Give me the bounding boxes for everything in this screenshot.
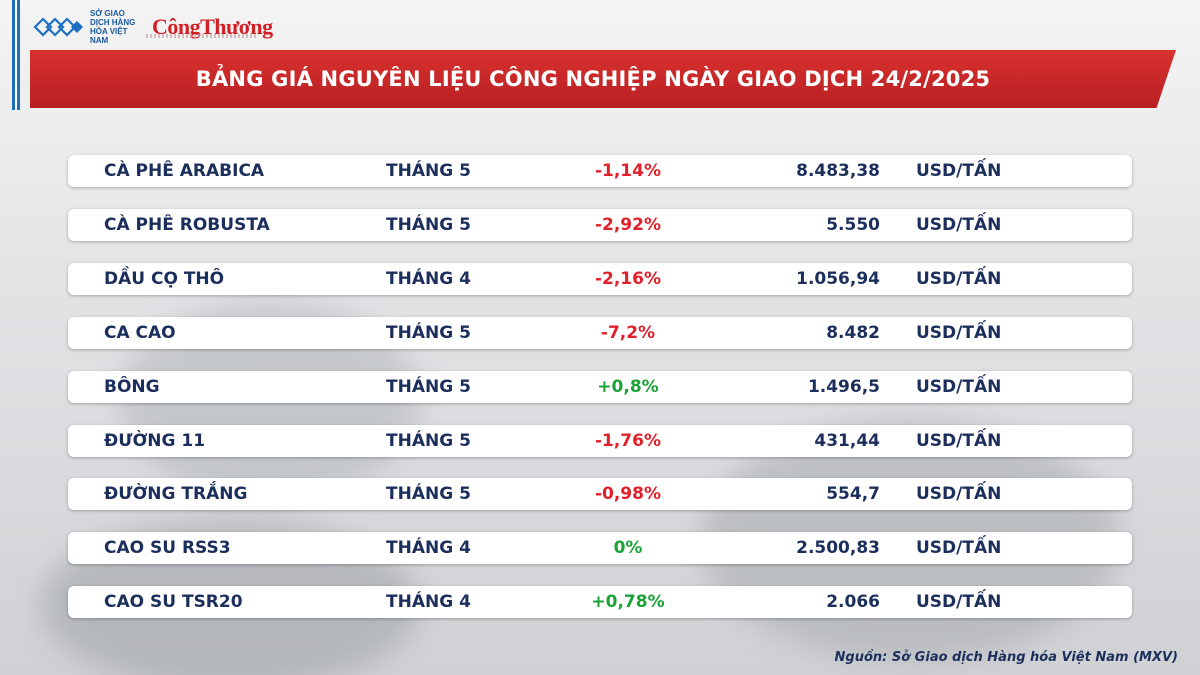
price-change: -7,2% <box>600 322 656 343</box>
commodity-name: CAO SU RSS3 <box>104 538 231 559</box>
contract-month: THÁNG 4 <box>386 538 471 559</box>
commodity-name: ĐƯỜNG TRẮNG <box>104 484 248 505</box>
table-row: CA CAO THÁNG 5 -7,2% 8.482 USD/TẤN <box>68 316 1132 349</box>
page-title: BẢNG GIÁ NGUYÊN LIỆU CÔNG NGHIỆP NGÀY GI… <box>195 67 991 91</box>
commodity-name: ĐƯỜNG 11 <box>104 430 206 451</box>
contract-month: THÁNG 5 <box>386 322 471 343</box>
table-row: ĐƯỜNG 11 THÁNG 5 -1,76% 431,44 USD/TẤN <box>68 424 1132 457</box>
contract-month: THÁNG 5 <box>386 430 471 451</box>
source-note: Nguồn: Sở Giao dịch Hàng hóa Việt Nam (M… <box>834 650 1178 665</box>
price-unit: USD/TẤN <box>916 322 1002 343</box>
price-change: +0,8% <box>597 376 659 397</box>
commodity-name: CÀ PHÊ ARABICA <box>104 161 265 181</box>
price-unit: USD/TẤN <box>916 592 1002 613</box>
mxv-logo-text: SỞ GIAO DỊCH HÀNG HÓA VIỆT NAM <box>90 9 136 45</box>
price-unit: USD/TẤN <box>916 161 1002 181</box>
price-value: 5.550 <box>826 214 880 235</box>
contract-month: THÁNG 5 <box>386 484 471 505</box>
table-row: BÔNG THÁNG 5 +0,8% 1.496,5 USD/TẤN <box>68 370 1132 403</box>
price-value: 8.482 <box>826 322 880 343</box>
price-change: -2,92% <box>594 214 662 235</box>
table-row: CÀ PHÊ ROBUSTA THÁNG 5 -2,92% 5.550 USD/TẤN <box>68 208 1132 241</box>
table-row: CÀ PHÊ ARABICA THÁNG 5 -1,14% 8.483,38 USD/T… <box>68 155 1132 187</box>
table-row: ĐƯỜNG TRẮNG THÁNG 5 -0,98% 554,7 USD/TẤN <box>68 478 1132 511</box>
price-change: +0,78% <box>591 592 665 613</box>
price-value: 554,7 <box>826 484 880 505</box>
price-unit: USD/TẤN <box>916 484 1002 505</box>
price-change: -1,76% <box>594 430 662 451</box>
logo-underline <box>146 34 256 38</box>
price-change: -0,98% <box>594 484 662 505</box>
price-unit: USD/TẤN <box>916 538 1002 559</box>
commodity-name: CÀ PHÊ ROBUSTA <box>104 214 270 235</box>
commodity-name: DẦU CỌ THÔ <box>104 268 225 289</box>
price-unit: USD/TẤN <box>916 376 1002 397</box>
table-row: CAO SU RSS3 THÁNG 4 0% 2.500,83 USD/TẤN <box>68 532 1132 565</box>
price-change: -1,14% <box>594 161 662 181</box>
price-unit: USD/TẤN <box>916 214 1002 235</box>
price-unit: USD/TẤN <box>916 268 1002 289</box>
contract-month: THÁNG 5 <box>386 214 471 235</box>
left-accent-bar <box>12 0 20 110</box>
price-unit: USD/TẤN <box>916 430 1002 451</box>
title-banner: BẢNG GIÁ NGUYÊN LIỆU CÔNG NGHIỆP NGÀY GI… <box>30 50 1176 108</box>
price-value: 1.056,94 <box>796 268 880 289</box>
contract-month: THÁNG 4 <box>386 268 471 289</box>
table-row: DẦU CỌ THÔ THÁNG 4 -2,16% 1.056,94 USD/TẤN <box>68 262 1132 295</box>
table-row: CAO SU TSR20 THÁNG 4 +0,78% 2.066 USD/TẤN <box>68 586 1132 619</box>
contract-month: THÁNG 5 <box>386 376 471 397</box>
mxv-logo-icon <box>33 17 83 37</box>
price-value: 8.483,38 <box>796 161 880 181</box>
price-change: 0% <box>613 538 643 559</box>
price-change: -2,16% <box>594 268 662 289</box>
commodity-name: CAO SU TSR20 <box>104 592 243 613</box>
contract-month: THÁNG 4 <box>386 592 471 613</box>
price-value: 2.066 <box>826 592 880 613</box>
price-value: 2.500,83 <box>796 538 880 559</box>
contract-month: THÁNG 5 <box>386 161 471 181</box>
commodity-name: CA CAO <box>104 322 176 343</box>
logo-group: SỞ GIAO DỊCH HÀNG HÓA VIỆT NAM CôngThươn… <box>32 6 273 48</box>
price-value: 1.496,5 <box>807 376 880 397</box>
price-value: 431,44 <box>814 430 880 451</box>
commodity-name: BÔNG <box>104 376 160 397</box>
